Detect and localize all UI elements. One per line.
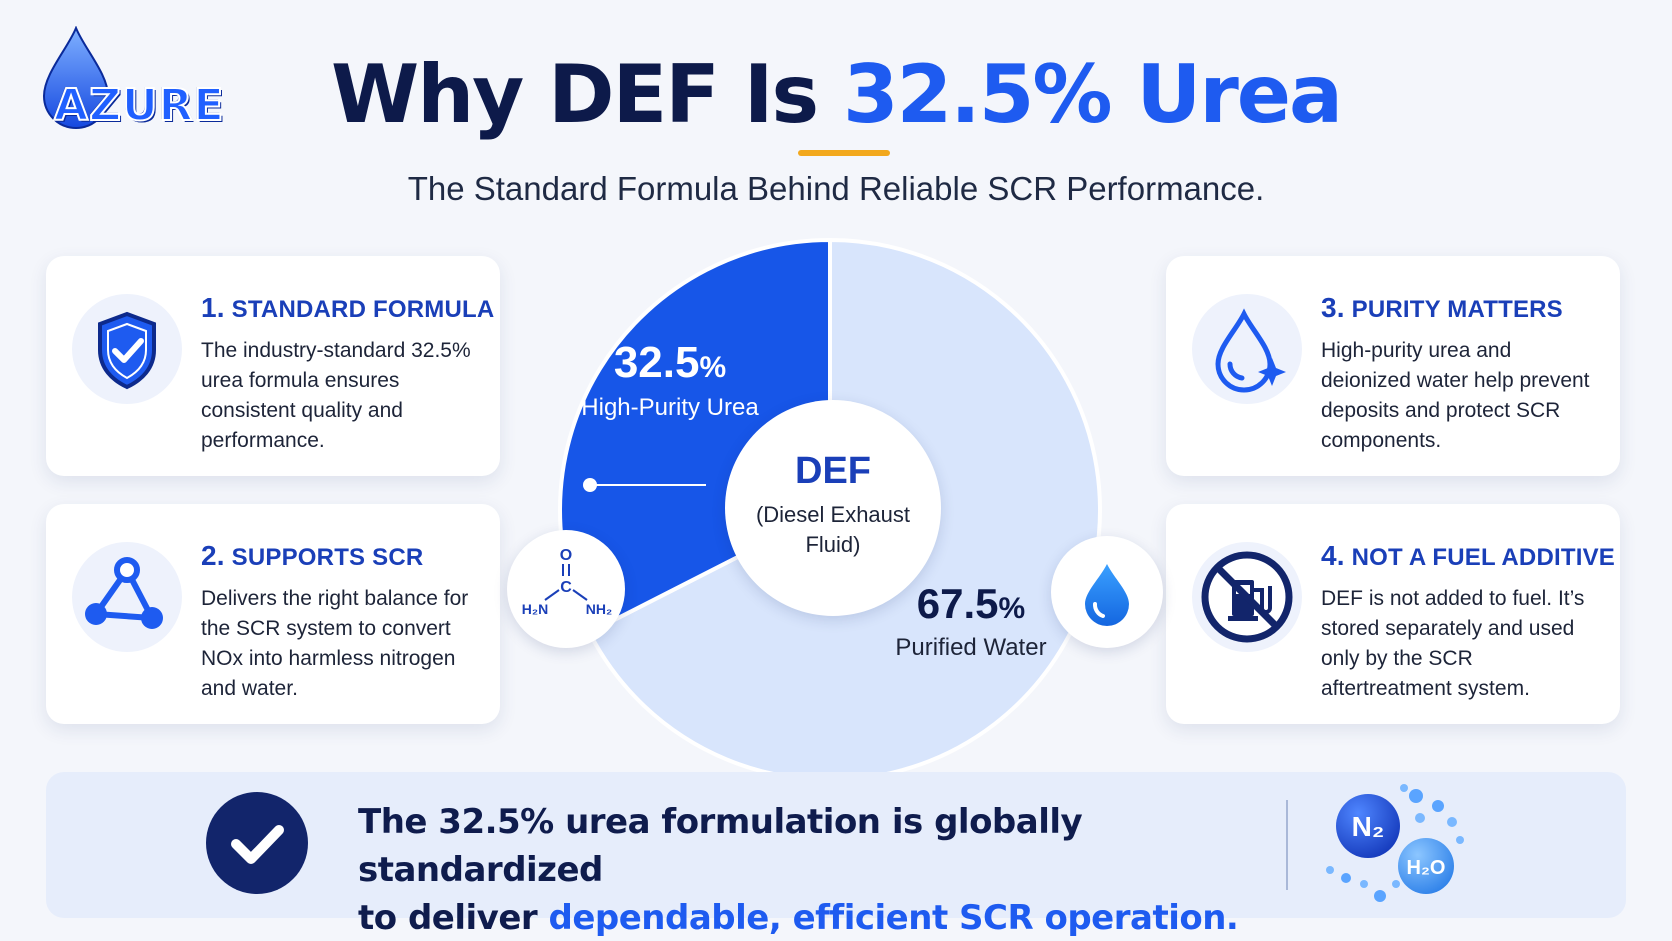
logo-droplet-icon xyxy=(42,25,110,129)
card-title: 4. NOT A FUEL ADDITIVE xyxy=(1321,540,1615,571)
svg-text:O: O xyxy=(560,547,572,564)
card-body: High-purity urea and deionized water hel… xyxy=(1321,339,1590,452)
shield-check-icon xyxy=(72,294,182,404)
card-title: 2. SUPPORTS SCR xyxy=(201,540,424,571)
card-body: Delivers the right balance for the SCR s… xyxy=(201,587,469,700)
urea-structure-bubble: O C H₂N NH₂ xyxy=(507,530,625,648)
checkmark-icon xyxy=(206,792,308,894)
def-subtitle: (Diesel Exhaust Fluid) xyxy=(755,502,911,557)
water-slice-label: 67.5% Purified Water xyxy=(888,580,1054,664)
no-fuel-pump-icon xyxy=(1192,542,1302,652)
card-body: The industry-standard 32.5% urea formula… xyxy=(201,339,471,452)
water-droplet-bubble xyxy=(1051,536,1163,648)
brand-logo: AZURE xyxy=(36,25,266,136)
def-center-label: DEF (Diesel Exhaust Fluid) xyxy=(725,400,941,616)
urea-marker-dot xyxy=(583,478,597,492)
card-title: 3. PURITY MATTERS xyxy=(1321,292,1563,323)
svg-text:H₂O: H₂O xyxy=(1407,857,1446,879)
title-underline xyxy=(798,150,890,156)
svg-text:C: C xyxy=(560,579,572,596)
urea-slice-label: 32.5% High-Purity Urea xyxy=(580,338,760,424)
banner-divider xyxy=(1286,800,1288,890)
water-percent: 67.5% xyxy=(916,580,1026,627)
page-subtitle: The Standard Formula Behind Reliable SCR… xyxy=(407,170,1265,207)
droplet-sparkle-icon xyxy=(1192,294,1302,404)
page-title: Why DEF Is 32.5% Urea xyxy=(330,48,1343,141)
urea-label: High-Purity Urea xyxy=(581,394,759,421)
card-title: 1. STANDARD FORMULA xyxy=(201,292,495,323)
water-label: Purified Water xyxy=(895,634,1047,661)
urea-marker-line xyxy=(590,484,706,486)
card-standard-formula: 1. STANDARD FORMULA The industry-standar… xyxy=(46,256,500,476)
n2-h2o-molecules-icon: N₂ H₂O xyxy=(1320,780,1480,910)
summary-text: The 32.5% urea formulation is globally s… xyxy=(358,802,1239,938)
svg-text:N₂: N₂ xyxy=(1352,811,1385,842)
svg-text:H₂N: H₂N xyxy=(522,601,548,617)
logo-wordmark: AZURE xyxy=(53,79,225,132)
water-droplet-icon xyxy=(1085,564,1129,626)
molecule-nodes-icon xyxy=(72,542,182,652)
card-purity-matters: 3. PURITY MATTERS High-purity urea and d… xyxy=(1166,256,1620,476)
title-highlight: 32.5% Urea xyxy=(842,48,1343,141)
card-supports-scr: 2. SUPPORTS SCR Delivers the right balan… xyxy=(46,504,500,724)
def-title: DEF xyxy=(795,450,871,492)
svg-text:NH₂: NH₂ xyxy=(586,601,612,617)
urea-structure-icon: O C H₂N NH₂ xyxy=(522,547,612,617)
urea-percent: 32.5% xyxy=(613,338,727,387)
card-body: DEF is not added to fuel. It’s stored se… xyxy=(1321,587,1585,700)
card-not-fuel-additive: 4. NOT A FUEL ADDITIVE DEF is not added … xyxy=(1166,504,1620,724)
